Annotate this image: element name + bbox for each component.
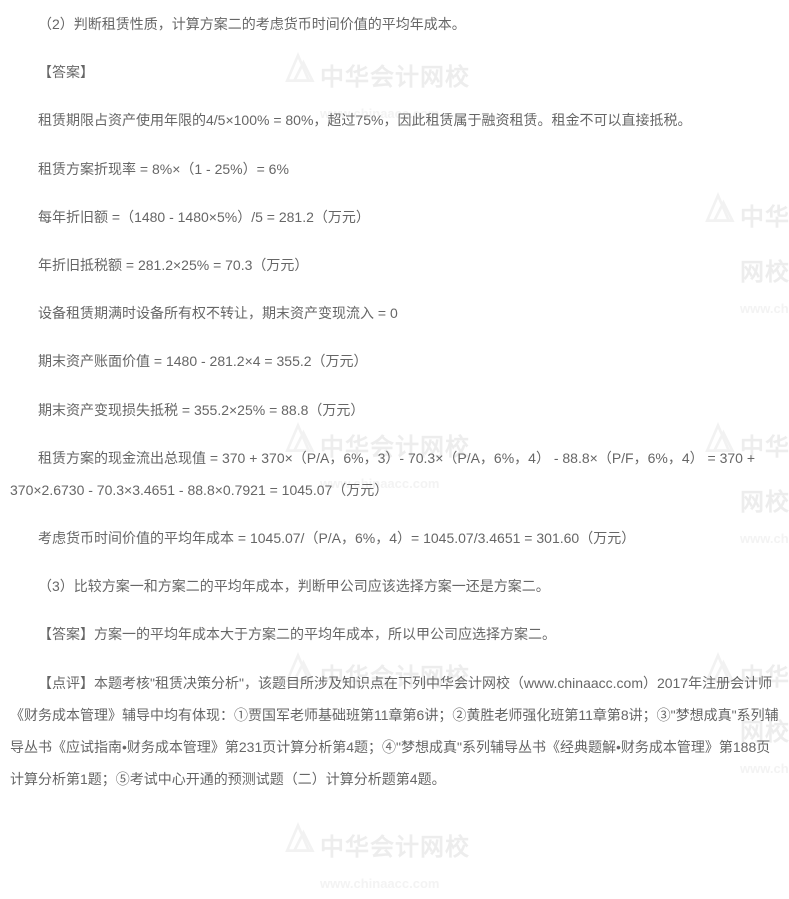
paragraph-discount-rate: 租赁方案折现率 = 8%×（1 - 25%）= 6% <box>10 153 779 185</box>
paragraph-tax-deduction: 年折旧抵税额 = 281.2×25% = 70.3（万元） <box>10 249 779 281</box>
paragraph-q3: （3）比较方案一和方案二的平均年成本，判断甲公司应该选择方案一还是方案二。 <box>10 570 779 602</box>
paragraph-depreciation: 每年折旧额 =（1480 - 1480×5%）/5 = 281.2（万元） <box>10 201 779 233</box>
watermark-logo-icon <box>280 820 316 856</box>
paragraph-annual-cost: 考虑货币时间价值的平均年成本 = 1045.07/（P/A，6%，4）= 104… <box>10 522 779 554</box>
paragraph-lease-nature: 租赁期限占资产使用年限的4/5×100% = 80%，超过75%，因此租赁属于融… <box>10 104 779 136</box>
paragraph-loss-tax: 期末资产变现损失抵税 = 355.2×25% = 88.8（万元） <box>10 394 779 426</box>
paragraph-answer-2: 【答案】方案一的平均年成本大于方案二的平均年成本，所以甲公司应选择方案二。 <box>10 618 779 650</box>
paragraph-review: 【点评】本题考核"租赁决策分析"，该题目所涉及知识点在下列中华会计网校（www.… <box>10 667 779 796</box>
document-content: （2）判断租赁性质，计算方案二的考虑货币时间价值的平均年成本。 【答案】 租赁期… <box>10 8 779 795</box>
paragraph-end-asset: 设备租赁期满时设备所有权不转让，期末资产变现流入 = 0 <box>10 297 779 329</box>
paragraph-pv-calc: 租赁方案的现金流出总现值 = 370 + 370×（P/A，6%，3）- 70.… <box>10 442 779 506</box>
watermark-text: 中华会计网校www.chinaacc.com <box>320 820 470 899</box>
paragraph-answer-label-1: 【答案】 <box>10 56 779 88</box>
paragraph-q2: （2）判断租赁性质，计算方案二的考虑货币时间价值的平均年成本。 <box>10 8 779 40</box>
paragraph-book-value: 期末资产账面价值 = 1480 - 281.2×4 = 355.2（万元） <box>10 345 779 377</box>
